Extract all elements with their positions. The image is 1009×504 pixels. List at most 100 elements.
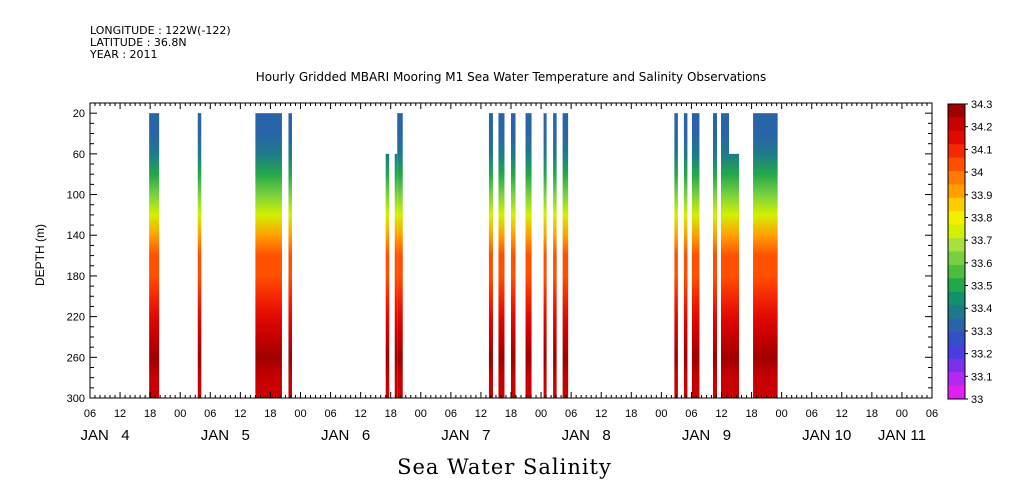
colorbar-swatch: [948, 251, 965, 266]
data-column-1: [149, 113, 160, 398]
x-tick-label: 12: [475, 408, 487, 420]
data-column-9: [498, 113, 505, 398]
colorbar-swatch: [948, 171, 965, 185]
longitude-label: LONGITUDE : 122W(-122): [90, 24, 231, 37]
data-column-13: [553, 113, 557, 398]
colorbar-label: 33.4: [971, 303, 992, 315]
x-tick-label: 12: [114, 408, 126, 420]
x-tick-label: 00: [896, 408, 908, 420]
x-tick-label: 12: [715, 408, 727, 420]
plot-data-area: [149, 113, 778, 398]
x-tick-label: 06: [445, 408, 457, 420]
colorbar-swatch: [948, 331, 965, 346]
data-column-15: [674, 113, 678, 398]
x-tick-label: 12: [595, 408, 607, 420]
data-column-10: [511, 113, 516, 398]
x-day-label: JAN 7: [441, 427, 490, 444]
x-tick-label: 06: [324, 408, 336, 420]
data-column-16: [683, 113, 688, 398]
latitude-label: LATITUDE : 36.8N: [90, 36, 187, 49]
data-column-2: [197, 113, 202, 398]
data-column-21: [753, 113, 778, 398]
colorbar-swatch: [948, 197, 965, 212]
colorbar-swatch: [948, 184, 965, 199]
colorbar-legend: 34.3 34.2 34.1 34 33.9 33.8 33.7 33.6 33.5 33.4 33…: [947, 99, 992, 406]
colorbar-swatch: [948, 358, 965, 373]
colorbar-label: 33.9: [971, 190, 992, 202]
x-tick-label: 00: [535, 408, 547, 420]
x-tick-label: 06: [84, 408, 96, 420]
colorbar-swatch: [948, 385, 965, 400]
x-tick-label: 06: [204, 408, 216, 420]
x-day-label: JAN 5: [201, 427, 250, 444]
colorbar-swatch: [948, 291, 965, 306]
y-axis-label: DEPTH (m): [33, 224, 47, 286]
x-tick-label: 12: [355, 408, 367, 420]
x-tick-label: 18: [745, 408, 757, 420]
x-tick-label: 00: [655, 408, 667, 420]
colorbar-label: 34: [971, 167, 983, 179]
colorbar-swatch: [948, 117, 965, 132]
year-label: YEAR : 2011: [90, 48, 158, 61]
y-tick-label: 180: [67, 271, 85, 283]
colorbar-swatch: [948, 305, 965, 320]
data-column-20: [729, 153, 740, 398]
y-axis: 20 60 100 140 180 220 260 300: [67, 102, 932, 405]
colorbar-swatch: [948, 224, 965, 239]
colorbar-label: 33: [971, 394, 983, 406]
x-tick-label: 06: [685, 408, 697, 420]
x-tick-label: 18: [385, 408, 397, 420]
colorbar-frame: [947, 103, 966, 400]
x-tick-label: 00: [415, 408, 427, 420]
y-tick-label: 20: [73, 108, 85, 120]
colorbar-swatch: [948, 157, 965, 172]
y-tick-label: 60: [73, 149, 85, 161]
data-column-6: [394, 153, 398, 398]
colorbar-label: 33.7: [971, 235, 992, 247]
colorbar-label: 34.2: [971, 122, 992, 134]
data-column-14: [562, 113, 569, 398]
y-tick-label: 300: [67, 393, 85, 405]
data-column-3: [255, 113, 282, 398]
x-tick-label: 18: [505, 408, 517, 420]
x-tick-label: 18: [625, 408, 637, 420]
colorbar-swatch: [948, 278, 965, 293]
x-day-label: JAN 4: [80, 427, 129, 444]
y-tick-label: 260: [67, 352, 85, 364]
x-tick-label: 12: [234, 408, 246, 420]
data-column-12: [543, 113, 547, 398]
y-tick-label: 140: [67, 230, 85, 242]
x-day-label: JAN 8: [562, 427, 611, 444]
x-tick-label: 00: [174, 408, 186, 420]
data-column-17: [691, 113, 700, 398]
colorbar-label: 33.6: [971, 258, 992, 270]
colorbar-swatch: [948, 318, 965, 333]
variable-title: Sea Water Salinity: [397, 455, 612, 479]
data-column-18: [712, 113, 717, 398]
colorbar-swatch: [948, 238, 965, 252]
y-tick-label: 220: [67, 312, 85, 324]
colorbar-label: 33.2: [971, 349, 992, 361]
x-tick-label: 18: [144, 408, 156, 420]
x-axis: 06 12 18 00 06 12 18 00 06 12 18 00 06 12 18 00 06 12 18 00…: [80, 103, 938, 444]
chart-title: Hourly Gridded MBARI Mooring M1 Sea Wate…: [255, 70, 767, 84]
colorbar-swatch: [948, 372, 965, 387]
x-tick-label: 18: [866, 408, 878, 420]
colorbar-swatch: [948, 211, 965, 226]
x-tick-label: 18: [264, 408, 276, 420]
y-tick-label: 100: [67, 190, 85, 202]
data-column-7: [397, 113, 403, 398]
colorbar-label: 33.3: [971, 326, 992, 338]
data-column-11: [525, 113, 532, 398]
x-tick-label: 06: [926, 408, 938, 420]
x-tick-label: 00: [294, 408, 306, 420]
colorbar-label: 34.1: [971, 144, 992, 156]
colorbar-label: 33.8: [971, 212, 992, 224]
data-column-5: [385, 153, 390, 398]
x-day-label: JAN 6: [321, 427, 370, 444]
x-tick-label: 06: [565, 408, 577, 420]
data-column-8: [488, 113, 493, 398]
x-day-label: JAN 9: [682, 427, 731, 444]
colorbar-swatch: [948, 130, 965, 145]
